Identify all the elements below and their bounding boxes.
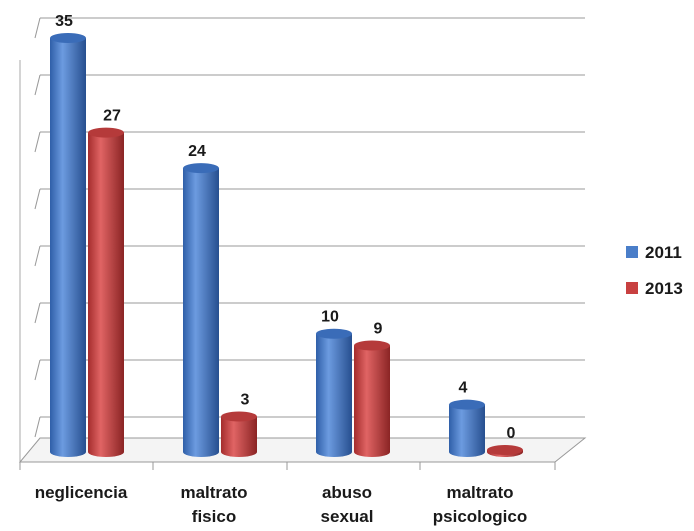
- bar-2013-1: [221, 411, 257, 457]
- data-label: 24: [188, 143, 206, 160]
- legend-label-2011: 2011: [645, 243, 682, 262]
- gridline-depth: [34, 188, 41, 210]
- gridline-depth: [34, 359, 41, 381]
- data-labels: 35 27 24 3 10 9 4 0: [55, 13, 515, 442]
- data-label: 9: [374, 321, 383, 338]
- category-label: abuso sexual: [321, 483, 374, 526]
- category-label: maltrato psicologico: [433, 483, 527, 526]
- category-label: neglicencia: [35, 483, 128, 502]
- gridline-depth: [34, 74, 41, 96]
- bar-2013-3: [487, 445, 523, 457]
- data-label: 10: [321, 309, 339, 326]
- bar-2011-3: [449, 399, 485, 457]
- data-label: 4: [459, 380, 468, 397]
- gridline-depth: [34, 416, 41, 438]
- gridline-depth: [34, 245, 41, 267]
- legend-label-2013: 2013: [645, 279, 683, 298]
- bar-2013-2: [354, 340, 390, 457]
- data-label: 35: [55, 13, 73, 30]
- bar-2011-1: [183, 163, 219, 457]
- gridline-depth: [34, 17, 41, 39]
- bar-2013-0: [88, 127, 124, 457]
- data-label: 0: [507, 425, 516, 442]
- bars: [50, 33, 523, 457]
- bar-2011-0: [50, 33, 86, 457]
- category-label: maltrato fisico: [180, 483, 247, 526]
- gridline-depth: [34, 302, 41, 324]
- data-label: 27: [103, 108, 121, 125]
- gridline-depth: [34, 131, 41, 153]
- category-labels: neglicencia maltrato fisico abuso sexual malt…: [35, 483, 528, 526]
- legend-swatch-2011: [626, 246, 638, 258]
- legend-swatch-2013: [626, 282, 638, 294]
- data-label: 3: [241, 392, 250, 409]
- legend: 2011 2013: [626, 243, 683, 298]
- chart-floor: [18, 437, 587, 463]
- gridlines: [18, 17, 587, 470]
- bar-2011-2: [316, 328, 352, 457]
